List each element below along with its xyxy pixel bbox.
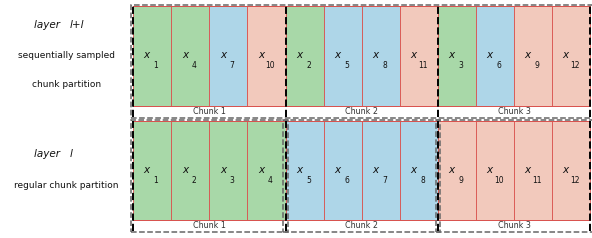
Text: $\mathit{x}$: $\mathit{x}$ xyxy=(525,50,533,60)
Text: regular chunk partition: regular chunk partition xyxy=(14,181,119,189)
Text: 9: 9 xyxy=(458,176,463,185)
Bar xyxy=(552,121,590,220)
Text: $\mathit{x}$: $\mathit{x}$ xyxy=(372,50,381,60)
Text: $\mathit{x}$: $\mathit{x}$ xyxy=(562,50,571,60)
Text: 2: 2 xyxy=(192,176,197,185)
Text: 7: 7 xyxy=(382,176,387,185)
Text: 7: 7 xyxy=(230,61,234,70)
Text: $\mathit{x}$: $\mathit{x}$ xyxy=(296,50,304,60)
Bar xyxy=(247,6,285,106)
Text: 6: 6 xyxy=(344,176,349,185)
Bar xyxy=(362,6,400,106)
Text: 1: 1 xyxy=(154,61,159,70)
Bar xyxy=(400,121,438,220)
Text: Chunk 1: Chunk 1 xyxy=(193,221,226,230)
Bar xyxy=(514,121,552,220)
Text: 8: 8 xyxy=(382,61,387,70)
Text: $\mathit{x}$: $\mathit{x}$ xyxy=(182,164,190,175)
Text: 4: 4 xyxy=(268,176,273,185)
Text: $\mathit{x}$: $\mathit{x}$ xyxy=(258,50,266,60)
Text: $\mathit{x}$: $\mathit{x}$ xyxy=(448,164,456,175)
Bar xyxy=(362,121,400,220)
Text: Chunk 2: Chunk 2 xyxy=(345,107,378,116)
Bar xyxy=(210,121,247,220)
Text: $\mathit{x}$: $\mathit{x}$ xyxy=(296,164,304,175)
Bar xyxy=(476,6,514,106)
Text: $\mathit{x}$: $\mathit{x}$ xyxy=(448,50,456,60)
Text: Chunk 3: Chunk 3 xyxy=(498,107,530,116)
Text: l+l: l+l xyxy=(70,20,84,30)
Text: $\mathit{x}$: $\mathit{x}$ xyxy=(182,50,190,60)
Text: 11: 11 xyxy=(532,176,542,185)
Text: $\mathit{x}$: $\mathit{x}$ xyxy=(562,164,571,175)
Text: 4: 4 xyxy=(192,61,197,70)
Bar xyxy=(438,6,476,106)
Bar xyxy=(210,6,247,106)
Text: $\mathit{x}$: $\mathit{x}$ xyxy=(334,50,342,60)
Text: $\mathit{x}$: $\mathit{x}$ xyxy=(372,164,381,175)
Text: 2: 2 xyxy=(306,61,311,70)
Text: 6: 6 xyxy=(496,61,501,70)
Text: 12: 12 xyxy=(570,176,580,185)
Bar xyxy=(324,6,362,106)
Text: $\mathit{x}$: $\mathit{x}$ xyxy=(143,50,152,60)
Text: l: l xyxy=(70,149,72,159)
Bar xyxy=(171,121,210,220)
Bar xyxy=(285,121,324,220)
Text: $\mathit{x}$: $\mathit{x}$ xyxy=(525,164,533,175)
Bar xyxy=(133,6,171,106)
Text: $\mathit{x}$: $\mathit{x}$ xyxy=(410,50,419,60)
Text: 12: 12 xyxy=(570,61,580,70)
Text: chunk partition: chunk partition xyxy=(32,80,101,89)
Bar xyxy=(171,6,210,106)
Text: $\mathit{x}$: $\mathit{x}$ xyxy=(486,164,495,175)
Text: 1: 1 xyxy=(154,176,159,185)
Bar xyxy=(514,6,552,106)
Text: 3: 3 xyxy=(458,61,463,70)
Bar xyxy=(400,6,438,106)
Bar xyxy=(247,121,285,220)
Text: sequentially sampled: sequentially sampled xyxy=(18,51,115,60)
Text: $\mathit{x}$: $\mathit{x}$ xyxy=(334,164,342,175)
Text: $\mathit{x}$: $\mathit{x}$ xyxy=(220,50,228,60)
Text: layer: layer xyxy=(34,149,67,159)
Text: 5: 5 xyxy=(306,176,311,185)
Bar xyxy=(552,6,590,106)
Text: Chunk 3: Chunk 3 xyxy=(498,221,530,230)
Text: 11: 11 xyxy=(418,61,427,70)
Text: layer: layer xyxy=(34,20,67,30)
Text: 8: 8 xyxy=(420,176,425,185)
Text: $\mathit{x}$: $\mathit{x}$ xyxy=(258,164,266,175)
Text: 9: 9 xyxy=(535,61,539,70)
Bar xyxy=(285,6,324,106)
Text: Chunk 1: Chunk 1 xyxy=(193,107,226,116)
Text: $\mathit{x}$: $\mathit{x}$ xyxy=(143,164,152,175)
Bar xyxy=(476,121,514,220)
Bar xyxy=(324,121,362,220)
Text: 5: 5 xyxy=(344,61,349,70)
Text: $\mathit{x}$: $\mathit{x}$ xyxy=(486,50,495,60)
Text: $\mathit{x}$: $\mathit{x}$ xyxy=(410,164,419,175)
Text: 10: 10 xyxy=(494,176,504,185)
Bar xyxy=(133,121,171,220)
Text: 3: 3 xyxy=(230,176,234,185)
Bar xyxy=(438,121,476,220)
Text: 10: 10 xyxy=(265,61,275,70)
Text: Chunk 2: Chunk 2 xyxy=(345,221,378,230)
Text: $\mathit{x}$: $\mathit{x}$ xyxy=(220,164,228,175)
